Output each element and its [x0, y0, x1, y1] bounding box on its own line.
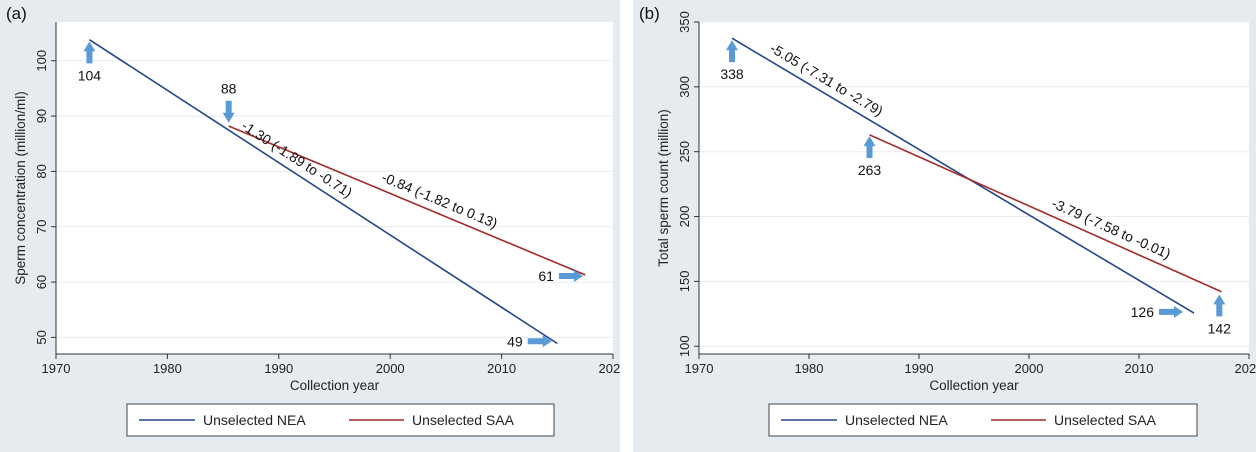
y-axis-title: Total sperm count (million) [656, 109, 671, 267]
x-tick-label: 1990 [264, 361, 293, 376]
legend-box [768, 403, 1198, 437]
y-tick-label: 100 [34, 50, 49, 72]
annotation-label: 61 [538, 268, 554, 284]
y-tick-label: 200 [677, 206, 692, 228]
annotation-arrow [222, 100, 235, 123]
annotation-label: 263 [858, 162, 882, 178]
x-tick-label: 2010 [1125, 361, 1154, 376]
x-tick-label: 2000 [1015, 361, 1044, 376]
y-axis-title: Sperm concentration (million/ml) [13, 91, 28, 285]
annotation-arrow [726, 40, 738, 63]
annotation-label: 49 [507, 333, 523, 349]
annotation-label: 126 [1131, 304, 1155, 320]
chart-panel-a: (a) 50 60 70 80 90 100 1970 1980 1990 2000 2010 2020… [0, 0, 620, 452]
legend-label-saa: Unselected SAA [1054, 412, 1157, 428]
y-tick-label: 70 [34, 219, 49, 233]
y-tick-label: 80 [34, 164, 49, 178]
series-line-saa [869, 134, 1222, 293]
series-line-nea [88, 39, 558, 345]
annotation-arrow [1159, 305, 1183, 318]
legend-box [126, 403, 555, 437]
x-tick-label: 2010 [487, 361, 516, 376]
legend-label-saa: Unselected SAA [412, 412, 515, 428]
y-tick-label: 300 [677, 76, 692, 98]
y-tick-label: 250 [677, 141, 692, 163]
chart-panel-b: (b) 100 150 200 250 300 350 1970 1980 1990 2000 201… [633, 0, 1256, 452]
y-tick-label: 150 [677, 271, 692, 293]
annotation-arrow [1213, 294, 1226, 317]
y-tick-label: 50 [34, 330, 49, 344]
x-tick-label: 1970 [685, 361, 714, 376]
annotation-label: 104 [78, 67, 102, 83]
panel-label: (b) [639, 4, 660, 23]
x-tick-label: 2000 [376, 361, 405, 376]
annotation-label: 88 [221, 81, 237, 97]
chart-b-svg: (b) 100 150 200 250 300 350 1970 1980 1990 2000 201… [639, 4, 1256, 437]
panel-label: (a) [6, 4, 27, 23]
y-tick-label: 100 [677, 335, 692, 357]
x-axis-title: Collection year [290, 378, 380, 393]
y-tick-label: 90 [34, 109, 49, 123]
plot-area [699, 22, 1249, 354]
annotation-label: 338 [720, 66, 744, 82]
annotation-arrow [863, 136, 876, 159]
series-line-nea [731, 37, 1195, 314]
annotation-arrow [83, 41, 96, 64]
chart-a-svg: (a) 50 60 70 80 90 100 1970 1980 1990 2000 2010 2020… [6, 4, 620, 437]
series-line-saa [228, 125, 586, 276]
x-axis-title: Collection year [929, 378, 1019, 393]
annotation-label: 142 [1208, 320, 1232, 336]
x-tick-label: 1990 [905, 361, 934, 376]
x-tick-label: 1980 [795, 361, 824, 376]
legend-label-nea: Unselected NEA [845, 412, 948, 428]
annotation-arrow [527, 335, 552, 348]
y-tick-label: 350 [677, 11, 692, 33]
y-tick-label: 60 [34, 275, 49, 289]
x-tick-label: 2020 [1235, 361, 1256, 376]
legend-label-nea: Unselected NEA [203, 412, 306, 428]
x-tick-label: 1980 [153, 361, 182, 376]
x-tick-label: 1970 [42, 361, 71, 376]
x-tick-label: 2020 [599, 361, 620, 376]
annotation-arrow [558, 269, 583, 282]
